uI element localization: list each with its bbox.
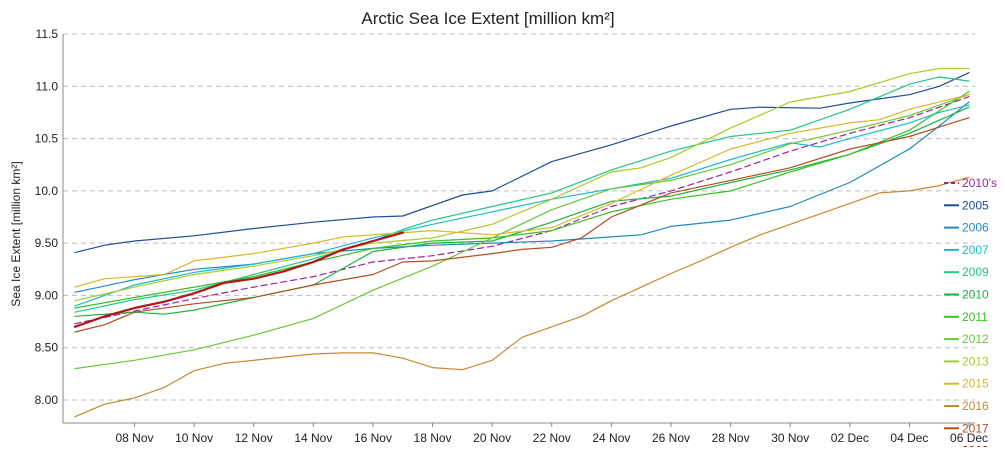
x-tick-label: 16 Nov [354, 431, 392, 445]
series-line-2005 [74, 72, 970, 254]
x-tick-label: 28 Nov [712, 431, 750, 445]
series-line-2012 [74, 94, 970, 370]
legend-label: 2006 [962, 221, 989, 235]
x-tick-label: 08 Nov [116, 431, 154, 445]
x-tick-label: 14 Nov [294, 431, 332, 445]
series-line-2010s [74, 96, 970, 325]
legend-label: 2017 [962, 421, 989, 435]
x-tick-label: 24 Nov [592, 431, 630, 445]
y-tick-label: 10.5 [35, 132, 59, 146]
x-tick-label: 20 Nov [473, 431, 511, 445]
series-line-2018 [73, 231, 404, 328]
chart-title: Arctic Sea Ice Extent [million km²] [361, 9, 614, 28]
legend-label: 2011 [962, 310, 988, 324]
series-line-2016 [74, 176, 970, 418]
y-tick-label: 11.5 [36, 27, 59, 41]
x-tick-label: 12 Nov [235, 431, 273, 445]
series-line-2015 [74, 94, 970, 288]
x-tick-label: 06 Dec [950, 431, 988, 445]
y-tick-label: 8.00 [35, 393, 59, 407]
y-tick-label: 8.50 [35, 341, 59, 355]
x-tick-label: 04 Dec [890, 431, 928, 445]
legend-label: 2018 [962, 444, 989, 447]
legend-label: 2015 [962, 377, 989, 391]
legend-label: 2009 [962, 265, 989, 279]
y-tick-label: 9.00 [35, 288, 59, 302]
x-tick-label: 30 Nov [771, 431, 809, 445]
legend-label: 2010's [962, 176, 997, 190]
series-line-2009 [74, 76, 970, 313]
legend-label: 2005 [962, 198, 989, 212]
legend-label: 2013 [962, 354, 989, 368]
x-tick-label: 18 Nov [414, 431, 452, 445]
y-tick-label: 10.0 [35, 184, 59, 198]
legend-label: 2012 [962, 332, 989, 346]
x-tick-label: 02 Dec [831, 431, 869, 445]
y-tick-label: 9.50 [35, 236, 59, 250]
legend-label: 2010 [962, 288, 989, 302]
series-line-2007 [74, 104, 970, 307]
legend-label: 2016 [962, 399, 989, 413]
x-tick-label: 22 Nov [533, 431, 571, 445]
series-lines [73, 67, 970, 418]
series-line-2010 [74, 106, 970, 317]
x-tick-label: 26 Nov [652, 431, 690, 445]
axes: 8.00 8.50 9.00 9.50 10.0 10.5 11.0 11.5 08 Nov 10… [35, 27, 988, 445]
y-axis-label: Sea Ice Extent [million km²] [9, 161, 23, 306]
y-tick-label: 11.0 [36, 79, 59, 93]
series-line-2017 [74, 117, 970, 333]
x-tick-label: 10 Nov [175, 431, 213, 445]
legend-label: 2007 [962, 243, 989, 257]
grid-lines [63, 33, 975, 401]
series-line-2013 [74, 67, 970, 302]
